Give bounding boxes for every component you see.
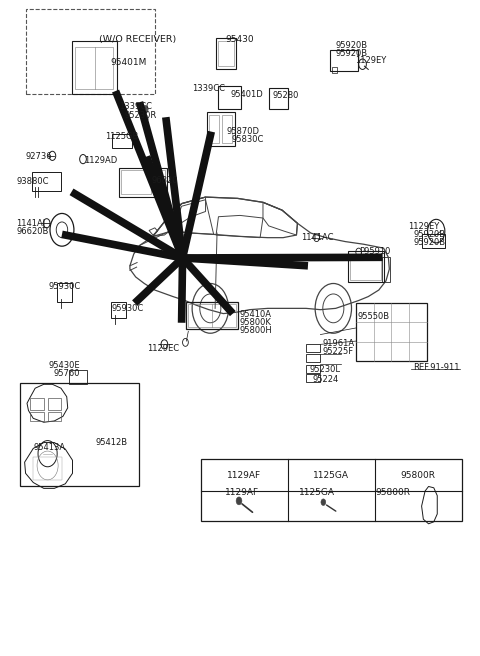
Bar — [75, 47, 113, 89]
Text: P95910: P95910 — [359, 247, 390, 256]
Text: 96820: 96820 — [152, 176, 178, 185]
Bar — [269, 88, 288, 109]
Bar — [121, 171, 151, 194]
Text: (W/O RECEIVER): (W/O RECEIVER) — [99, 35, 176, 45]
Text: 95930C: 95930C — [48, 282, 81, 291]
Text: 1141AC: 1141AC — [301, 233, 334, 242]
Circle shape — [321, 499, 326, 506]
Text: 1129AF: 1129AF — [227, 470, 261, 480]
Bar — [72, 41, 117, 94]
Text: 91961A: 91961A — [323, 338, 354, 348]
Bar — [57, 283, 72, 302]
Text: 95413A: 95413A — [33, 443, 65, 451]
Text: 95224: 95224 — [313, 375, 339, 384]
Bar — [218, 41, 234, 66]
Bar — [112, 134, 132, 148]
Bar — [111, 302, 126, 318]
Bar — [32, 173, 60, 190]
Bar — [186, 302, 238, 329]
Bar — [120, 168, 167, 197]
Bar — [218, 86, 241, 109]
Bar — [48, 398, 61, 410]
Text: 95870D: 95870D — [227, 127, 260, 136]
Bar — [30, 412, 44, 421]
Text: 95920B: 95920B — [336, 49, 368, 58]
Text: REF.91-911: REF.91-911 — [413, 363, 460, 372]
Text: 95800R: 95800R — [376, 489, 411, 497]
Text: 95230L: 95230L — [310, 365, 340, 374]
Text: 1129EC: 1129EC — [147, 344, 179, 354]
Text: 95920B: 95920B — [413, 230, 445, 239]
Text: 95280: 95280 — [273, 91, 299, 100]
Bar — [207, 112, 235, 146]
Text: 1125GA: 1125GA — [313, 470, 349, 480]
Bar — [153, 171, 165, 194]
Bar — [330, 51, 358, 72]
Bar — [48, 412, 61, 421]
Text: 1125GB: 1125GB — [105, 132, 138, 140]
Bar — [20, 383, 140, 486]
Bar — [33, 457, 62, 480]
Text: 95410A: 95410A — [239, 310, 271, 319]
Text: 95430: 95430 — [226, 35, 254, 45]
Bar — [25, 9, 155, 94]
Bar — [30, 398, 44, 410]
Bar — [69, 370, 87, 384]
Text: 96620B: 96620B — [16, 227, 48, 236]
Text: 92736: 92736 — [25, 152, 52, 161]
Circle shape — [236, 497, 242, 505]
Text: 1129AF: 1129AF — [225, 489, 260, 497]
Text: 1129AD: 1129AD — [84, 156, 118, 165]
Text: 95930C: 95930C — [112, 304, 144, 313]
Bar — [306, 365, 321, 373]
Bar — [382, 257, 390, 282]
Circle shape — [143, 106, 148, 113]
Bar — [348, 251, 384, 282]
Bar — [306, 354, 321, 362]
Text: 95800K: 95800K — [239, 318, 271, 327]
Text: 95830C: 95830C — [231, 135, 264, 144]
Bar — [201, 459, 462, 521]
Text: 95430E: 95430E — [48, 361, 80, 371]
Text: 95412B: 95412B — [96, 438, 128, 447]
Text: 1141AJ: 1141AJ — [16, 219, 45, 228]
Text: 95230R: 95230R — [124, 111, 156, 120]
Text: 95401D: 95401D — [230, 90, 263, 99]
Bar — [222, 115, 232, 144]
Text: 95800R: 95800R — [401, 470, 436, 480]
Bar — [356, 303, 427, 361]
Text: 95800H: 95800H — [239, 326, 272, 335]
Bar — [216, 38, 236, 70]
Text: 1125GA: 1125GA — [299, 489, 335, 497]
Text: 95225F: 95225F — [323, 347, 353, 356]
Bar — [332, 68, 336, 73]
Bar — [422, 234, 445, 248]
Text: 1129EY: 1129EY — [355, 56, 386, 66]
Text: 1129EY: 1129EY — [408, 222, 440, 231]
Text: 93880C: 93880C — [16, 177, 48, 186]
Bar — [209, 115, 219, 144]
Text: 95401M: 95401M — [111, 58, 147, 68]
Text: 95760: 95760 — [53, 369, 80, 379]
Text: 95920B: 95920B — [413, 237, 445, 247]
Bar — [350, 255, 381, 279]
Text: 1339CC: 1339CC — [192, 84, 225, 93]
Bar — [188, 304, 236, 327]
Bar — [306, 374, 321, 382]
Text: 95550B: 95550B — [357, 312, 389, 321]
Bar — [306, 344, 321, 352]
Text: 1339CC: 1339CC — [120, 102, 152, 112]
Text: 95920B: 95920B — [336, 41, 368, 50]
